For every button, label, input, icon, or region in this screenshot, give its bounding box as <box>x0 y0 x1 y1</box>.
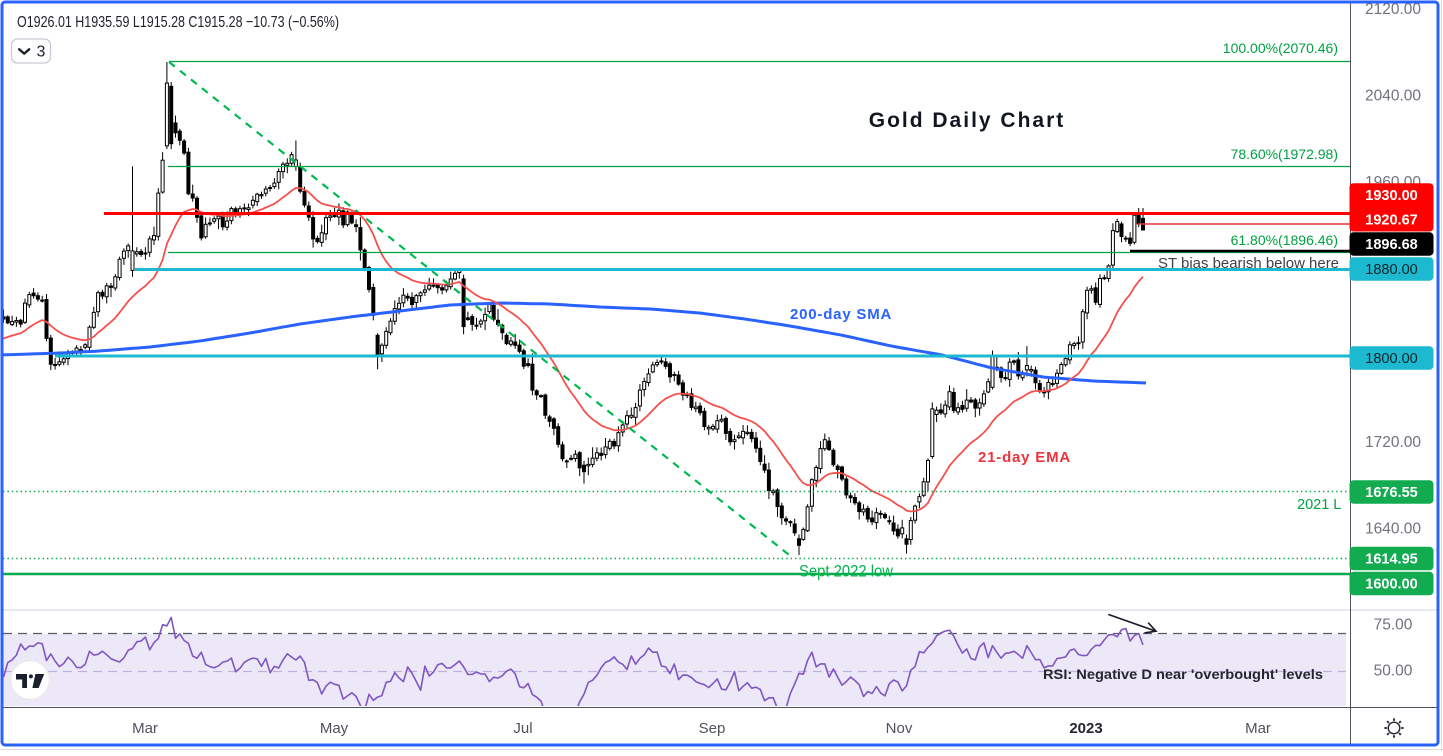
svg-text:1614.95: 1614.95 <box>1365 552 1417 568</box>
svg-text:Gold Daily Chart: Gold Daily Chart <box>869 109 1066 132</box>
svg-text:ST bias bearish below here: ST bias bearish below here <box>1158 256 1339 272</box>
svg-text:2120.00: 2120.00 <box>1365 1 1421 18</box>
svg-text:Sept 2022 low: Sept 2022 low <box>799 563 893 581</box>
svg-text:1880.00: 1880.00 <box>1365 262 1417 278</box>
svg-text:200-day SMA: 200-day SMA <box>790 306 892 323</box>
svg-text:Jul: Jul <box>513 720 532 737</box>
svg-text:50.00: 50.00 <box>1374 663 1413 680</box>
svg-text:100.00%(2070.46): 100.00%(2070.46) <box>1223 40 1338 56</box>
svg-text:1640.00: 1640.00 <box>1365 521 1421 538</box>
svg-text:1720.00: 1720.00 <box>1365 434 1421 451</box>
svg-text:1800.00: 1800.00 <box>1365 351 1417 367</box>
svg-text:21-day EMA: 21-day EMA <box>978 449 1071 466</box>
svg-text:Mar: Mar <box>1245 720 1271 737</box>
svg-text:Sep: Sep <box>699 720 726 737</box>
svg-text:61.80%(1896.46): 61.80%(1896.46) <box>1231 232 1338 248</box>
svg-text:2023: 2023 <box>1069 720 1102 737</box>
svg-text:O1926.01 H1935.59 L1915.28 C19: O1926.01 H1935.59 L1915.28 C1915.28 −10.… <box>17 14 339 31</box>
svg-text:RSI: Negative D near 'overboug: RSI: Negative D near 'overbought' levels <box>1043 666 1323 682</box>
svg-text:1930.00: 1930.00 <box>1365 188 1417 204</box>
svg-text:1600.00: 1600.00 <box>1365 577 1417 593</box>
svg-text:Mar: Mar <box>132 720 158 737</box>
svg-text:1896.68: 1896.68 <box>1365 237 1417 253</box>
svg-text:May: May <box>320 720 349 737</box>
svg-text:1676.55: 1676.55 <box>1365 485 1417 501</box>
svg-text:2040.00: 2040.00 <box>1365 88 1421 105</box>
svg-text:Nov: Nov <box>886 720 913 737</box>
svg-text:2021 L: 2021 L <box>1297 497 1341 513</box>
svg-text:3: 3 <box>37 44 46 61</box>
svg-text:1920.67: 1920.67 <box>1365 213 1417 229</box>
svg-text:75.00: 75.00 <box>1374 617 1413 634</box>
svg-text:78.60%(1972.98): 78.60%(1972.98) <box>1231 146 1338 162</box>
